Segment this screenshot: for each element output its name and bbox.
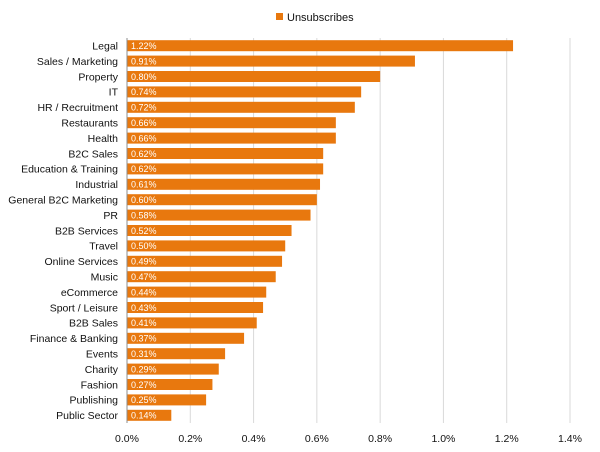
bar-data-label: 0.14% [131, 411, 157, 421]
category-label: B2B Services [55, 225, 118, 237]
bar [127, 302, 264, 313]
bar [127, 86, 362, 98]
bar-data-label: 0.50% [131, 241, 157, 251]
x-tick-label: 0.2% [178, 433, 202, 445]
category-label: Sport / Leisure [50, 302, 118, 314]
bar-data-label: 0.74% [131, 87, 157, 97]
category-label: Sales / Marketing [37, 56, 118, 68]
category-label: PR [103, 210, 118, 222]
x-tick-label: 0.8% [368, 433, 392, 445]
bar [127, 40, 514, 52]
bar [127, 148, 324, 159]
bar-data-label: 0.25% [131, 395, 157, 405]
x-tick-label: 1.0% [431, 433, 455, 445]
bar [127, 209, 311, 221]
bar-data-labels: 1.22% 0.91% 0.80% 0.74% 0.72% 0.66% 0.66% 0.62%… [131, 41, 157, 421]
bar-data-label: 0.66% [131, 118, 157, 128]
category-label: Industrial [75, 179, 118, 191]
category-label: General B2C Marketing [8, 195, 118, 207]
bar [127, 286, 267, 298]
bar-data-label: 0.43% [131, 303, 157, 313]
bar-data-label: 0.58% [131, 210, 157, 220]
bar [127, 225, 292, 236]
bar-data-label: 0.27% [131, 380, 157, 390]
bar [127, 255, 283, 267]
bar-data-label: 0.91% [131, 56, 157, 66]
category-label: Fashion [81, 379, 119, 391]
bar-data-label: 0.80% [131, 72, 157, 82]
category-label: Events [86, 349, 118, 361]
bar [127, 163, 324, 175]
bar-data-label: 0.44% [131, 287, 157, 297]
bar-data-label: 0.41% [131, 318, 157, 328]
category-labels: Legal Sales / Marketing Property IT HR / Rec… [8, 41, 118, 423]
category-label: Travel [89, 241, 118, 253]
bar [127, 409, 172, 421]
category-label: Legal [92, 41, 118, 53]
category-label: Public Sector [56, 410, 118, 422]
bar [127, 394, 207, 406]
bar-data-label: 0.37% [131, 334, 157, 344]
bar-data-label: 1.22% [131, 41, 157, 51]
bar [127, 194, 317, 206]
category-label: Education & Training [21, 164, 118, 176]
legend: Unsubscribes [276, 12, 354, 24]
x-tick-label: 0.4% [242, 433, 266, 445]
bar [127, 348, 226, 360]
legend-entry: Unsubscribes [287, 12, 354, 24]
category-label: Charity [85, 364, 119, 376]
category-label: Publishing [70, 395, 119, 407]
bar [127, 101, 355, 113]
bar [127, 55, 415, 67]
category-label: B2B Sales [69, 318, 118, 330]
category-label: B2C Sales [68, 148, 118, 160]
category-label: eCommerce [61, 287, 118, 299]
x-tick-label: 0.0% [115, 433, 139, 445]
bar-data-label: 0.72% [131, 103, 157, 113]
bar-data-label: 0.60% [131, 195, 157, 205]
bars [127, 40, 514, 421]
bar-data-label: 0.52% [131, 226, 157, 236]
category-label: Property [78, 71, 118, 83]
bar [127, 132, 336, 144]
bar-data-label: 0.29% [131, 364, 157, 374]
bar [127, 117, 336, 129]
x-tick-labels: 0.0% 0.2% 0.4% 0.6% 0.8% 1.0% 1.2% 1.4% [115, 433, 582, 445]
category-label: IT [109, 87, 119, 99]
bar [127, 178, 321, 190]
category-label: Restaurants [61, 118, 118, 130]
category-label: HR / Recruitment [37, 102, 118, 114]
bar [127, 317, 257, 329]
bar-data-label: 0.61% [131, 180, 157, 190]
bar-data-label: 0.47% [131, 272, 157, 282]
x-tick-label: 1.4% [558, 433, 582, 445]
bar-data-label: 0.31% [131, 349, 157, 359]
category-label: Music [91, 272, 118, 284]
bar [127, 240, 286, 252]
bar-data-label: 0.62% [131, 149, 157, 159]
bar [127, 332, 245, 344]
bar-data-label: 0.66% [131, 133, 157, 143]
bar-data-label: 0.49% [131, 257, 157, 267]
legend-swatch [276, 13, 283, 20]
bar [127, 71, 381, 82]
bar [127, 271, 276, 283]
x-tick-label: 0.6% [305, 433, 329, 445]
category-label: Online Services [44, 256, 118, 268]
category-label: Finance & Banking [30, 333, 118, 345]
bar [127, 363, 219, 375]
bar-data-label: 0.62% [131, 164, 157, 174]
x-tick-label: 1.2% [495, 433, 519, 445]
bar [127, 379, 213, 390]
category-label: Health [88, 133, 119, 145]
